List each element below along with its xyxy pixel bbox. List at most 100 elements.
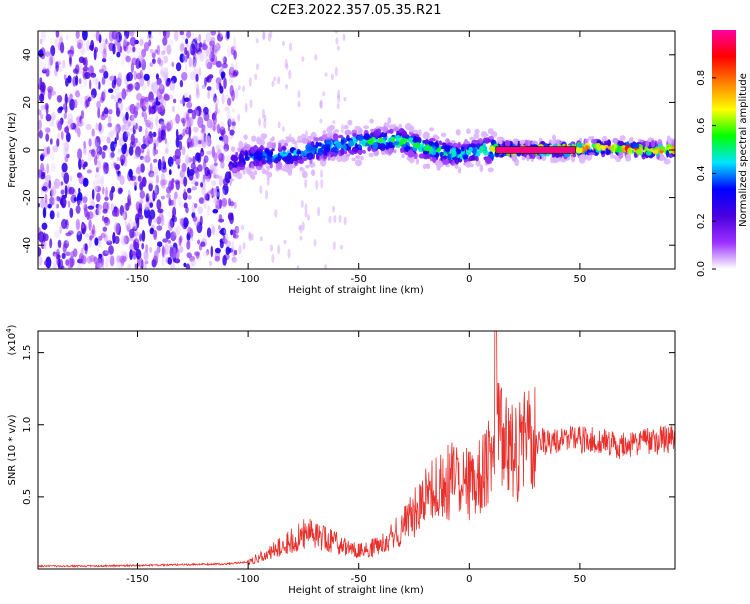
- spectrogram-point: [144, 203, 151, 210]
- spectrogram-point: [114, 235, 120, 245]
- spectrogram-point: [575, 146, 583, 154]
- spectrogram-point: [144, 134, 151, 142]
- spectrogram-point: [192, 215, 198, 222]
- spectrogram-point: [283, 239, 287, 245]
- spectrogram-point: [337, 94, 341, 103]
- spectrogram-point: [489, 146, 495, 151]
- spectrogram-point: [125, 45, 132, 54]
- spectrogram-point: [338, 214, 342, 223]
- spectrogram-point: [152, 131, 157, 138]
- spectrogram-point: [139, 233, 143, 242]
- spectrogram-point: [93, 186, 98, 194]
- spectrogram-point: [526, 154, 530, 162]
- spectrogram-point: [42, 67, 47, 73]
- spectrogram-point: [174, 148, 181, 160]
- spectrogram-point: [267, 32, 271, 42]
- colorbar-label: Normalized spectral amplitude: [738, 73, 749, 227]
- spectrogram-point: [195, 88, 200, 99]
- spectrogram-point: [269, 151, 274, 156]
- spectrogram-point: [38, 247, 42, 257]
- spectrogram-point: [452, 143, 459, 148]
- spectrogram-point: [52, 251, 57, 257]
- spectrogram-point: [188, 116, 194, 127]
- spectrogram-point: [219, 85, 224, 94]
- spectrogram-point: [54, 178, 61, 189]
- snr-y-ticks: 0.5 1.0 1.5: [22, 345, 675, 505]
- spectrogram-point: [299, 224, 303, 234]
- spectrogram-point: [134, 137, 138, 144]
- spectrogram-point: [205, 49, 209, 57]
- spectrogram-point: [96, 192, 101, 203]
- spectrogram-point: [64, 185, 68, 197]
- spectrogram-point: [243, 134, 248, 140]
- spectrogram-point: [380, 131, 388, 138]
- spectrogram-point: [279, 151, 284, 156]
- spectrogram-point: [194, 203, 198, 209]
- spectrogram-point: [94, 237, 99, 246]
- spectrogram-point: [44, 260, 47, 266]
- spectrogram-point: [172, 206, 177, 218]
- spectrogram-point: [213, 174, 220, 179]
- spectrogram-point: [158, 59, 164, 67]
- spectrogram-point: [243, 145, 248, 151]
- spectrogram-point: [273, 76, 277, 82]
- spectrogram-point: [135, 122, 138, 130]
- spectrogram-point: [163, 67, 169, 78]
- spectrogram-point: [129, 31, 135, 37]
- spectrogram-point: [120, 58, 125, 66]
- spectrogram-point: [170, 231, 177, 242]
- spectrogram-point: [51, 54, 56, 63]
- spectrogram-point: [141, 177, 146, 188]
- spectrogram-point: [206, 76, 212, 83]
- spectrogram-point: [183, 202, 188, 209]
- spectrogram-point: [214, 247, 221, 254]
- spectrogram-point: [120, 234, 127, 246]
- spectrogram-point: [299, 166, 304, 172]
- spectrogram-point: [218, 136, 223, 141]
- spectrogram-point: [83, 250, 88, 257]
- spectrogram-point: [134, 263, 138, 269]
- spectrogram-point: [99, 96, 105, 103]
- spectrogram-point: [222, 56, 227, 65]
- spectrogram-point: [187, 108, 193, 114]
- spectrogram-point: [178, 140, 183, 151]
- spectrogram-point: [149, 162, 153, 172]
- spectrogram-point: [367, 138, 374, 145]
- spectrogram-point: [183, 91, 188, 99]
- spectrogram-point: [61, 218, 68, 230]
- spectrogram-point: [52, 145, 59, 153]
- spectrogram-point: [137, 231, 141, 236]
- spectrogram-point: [178, 236, 182, 247]
- spectrogram-point: [463, 140, 471, 145]
- spectrogram-point: [260, 133, 268, 139]
- spectrogram-point: [157, 241, 163, 248]
- spectrogram-point: [671, 145, 675, 153]
- spectrogram-point: [138, 125, 143, 133]
- spectrogram-point: [632, 143, 640, 149]
- spectrogram-point: [379, 143, 386, 151]
- spectrogram-point: [181, 71, 188, 81]
- spectrogram-point: [218, 214, 223, 221]
- spectrogram-point: [600, 149, 606, 155]
- spectrogram-point: [173, 98, 177, 104]
- spectrogram-point: [191, 135, 199, 148]
- spectrogram-point: [163, 93, 169, 98]
- spectrogram-point: [86, 169, 92, 174]
- spectrogram-point: [133, 154, 140, 159]
- spectrogram-point: [136, 101, 140, 111]
- spectrogram-point: [266, 156, 273, 163]
- spectrogram-point: [188, 56, 192, 68]
- spectrogram-point: [119, 175, 125, 186]
- spectrogram-point: [130, 62, 134, 74]
- spectrogram-point: [38, 109, 42, 116]
- spectrogram-point: [218, 175, 223, 187]
- spectrogram-point: [375, 128, 382, 136]
- spectrogram-point: [334, 66, 338, 77]
- spectrogram-point: [387, 117, 392, 124]
- spectrogram-point: [118, 137, 124, 146]
- spectrogram-point: [130, 133, 135, 146]
- spectrogram-point: [45, 68, 50, 77]
- spectrogram-point: [179, 201, 184, 208]
- spectrogram-point: [63, 126, 68, 133]
- spectrogram-point: [206, 227, 212, 238]
